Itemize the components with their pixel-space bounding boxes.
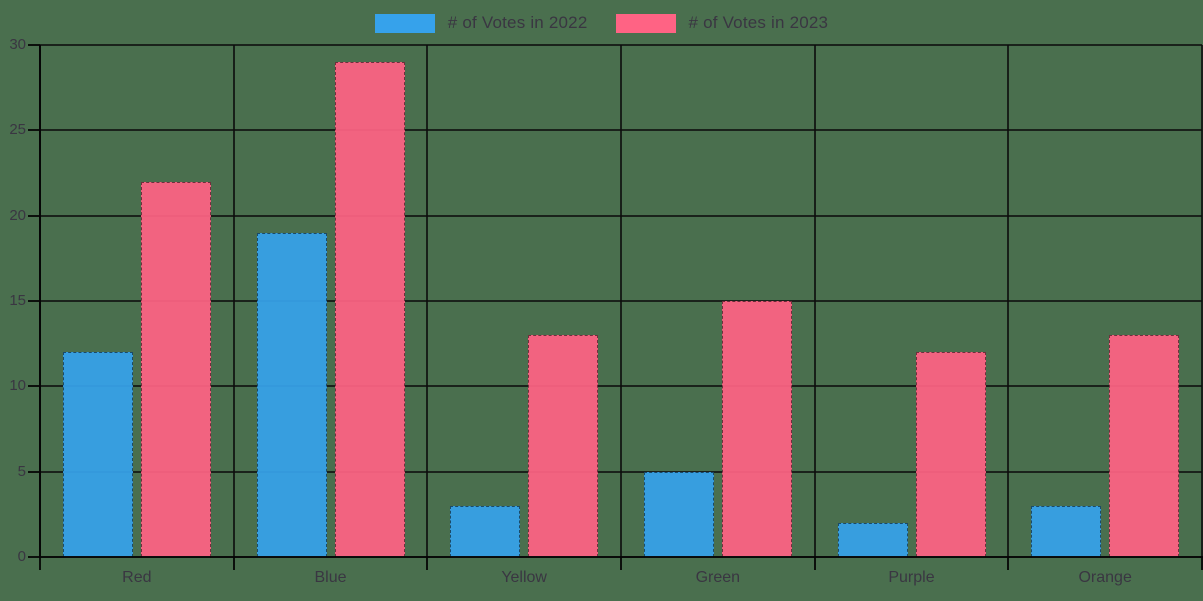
x-tick-mark [426, 557, 429, 570]
bar-orange-series2 [1109, 335, 1179, 557]
x-axis-category-label: Blue [314, 569, 347, 586]
bar-purple-series1 [838, 523, 908, 557]
x-tick-mark [39, 557, 41, 570]
horizontal-gridline [40, 385, 1202, 388]
bar-blue-series2 [335, 62, 405, 557]
legend-item-2[interactable]: # of Votes in 2023 [615, 13, 829, 33]
horizontal-gridline [40, 129, 1202, 132]
x-tick-mark [620, 557, 622, 570]
y-axis-tick-label: 5 [17, 462, 26, 480]
y-tick-mark [28, 556, 40, 558]
bar-green-series1 [644, 472, 714, 557]
y-axis-tick-label: 10 [9, 377, 26, 395]
y-axis-tick-label: 20 [9, 206, 26, 224]
bar-red-series1 [63, 352, 133, 557]
y-tick-mark [28, 385, 40, 388]
x-tick-mark [813, 557, 816, 570]
horizontal-gridline [40, 470, 1202, 473]
horizontal-gridline [40, 44, 1202, 46]
legend-swatch-icon [374, 13, 435, 33]
x-tick-mark [232, 557, 235, 570]
horizontal-gridline [40, 300, 1202, 302]
x-axis-category-label: Red [122, 569, 152, 586]
x-axis-category-label: Green [695, 569, 741, 586]
y-axis-tick-label: 25 [9, 121, 26, 139]
bar-green-series2 [722, 301, 792, 557]
bar-orange-series1 [1031, 506, 1101, 557]
y-tick-mark [28, 470, 40, 473]
y-axis-tick-label: 0 [17, 548, 26, 565]
y-tick-mark [28, 214, 40, 217]
y-tick-mark [28, 44, 40, 46]
horizontal-gridline [40, 214, 1202, 217]
legend-label: # of Votes in 2022 [447, 13, 588, 32]
chart-legend: # of Votes in 2022 # of Votes in 2023 [0, 13, 1203, 33]
legend-item-1[interactable]: # of Votes in 2022 [374, 13, 588, 33]
y-tick-mark [28, 300, 40, 302]
y-axis-line [39, 45, 41, 557]
x-axis-category-label: Yellow [501, 569, 547, 586]
x-axis-category-label: Purple [888, 569, 935, 586]
vertical-gridline [1201, 45, 1203, 557]
bar-yellow-series2 [528, 335, 598, 557]
bar-blue-series1 [257, 233, 327, 557]
y-axis-tick-label: 15 [9, 292, 26, 309]
x-tick-mark [1007, 557, 1010, 570]
y-axis-tick-label: 30 [9, 36, 26, 53]
y-tick-mark [28, 129, 40, 132]
bar-yellow-series1 [450, 506, 520, 557]
x-tick-mark [1201, 557, 1203, 570]
legend-swatch-icon [615, 13, 676, 33]
plot-area [39, 44, 1203, 558]
bar-purple-series2 [916, 352, 986, 557]
legend-label: # of Votes in 2023 [688, 13, 829, 32]
bar-red-series2 [141, 182, 211, 557]
x-axis-category-label: Orange [1078, 569, 1132, 586]
